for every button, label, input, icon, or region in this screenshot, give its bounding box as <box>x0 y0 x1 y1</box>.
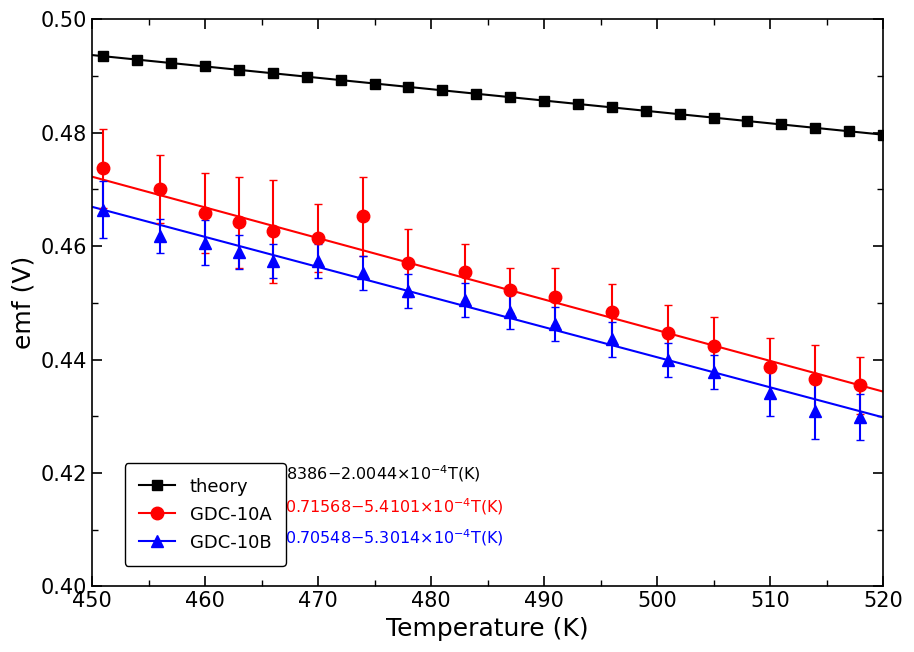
X-axis label: Temperature (K): Temperature (K) <box>387 617 589 641</box>
Text: y$_{\rm GDC-10B}$=0.70548$-$5.3014$\times$10$^{-4}$T(K): y$_{\rm GDC-10B}$=0.70548$-$5.3014$\time… <box>201 527 505 549</box>
Legend: theory, GDC-10A, GDC-10B: theory, GDC-10A, GDC-10B <box>125 464 286 566</box>
Text: y$_{\rm GDC-10A}$=0.71568$-$5.4101$\times$10$^{-4}$T(K): y$_{\rm GDC-10A}$=0.71568$-$5.4101$\time… <box>201 496 505 518</box>
Y-axis label: emf (V): emf (V) <box>11 256 35 349</box>
Text: y$_{\rm theory}$=0.58386$-$2.0044$\times$10$^{-4}$T(K): y$_{\rm theory}$=0.58386$-$2.0044$\times… <box>201 464 482 487</box>
